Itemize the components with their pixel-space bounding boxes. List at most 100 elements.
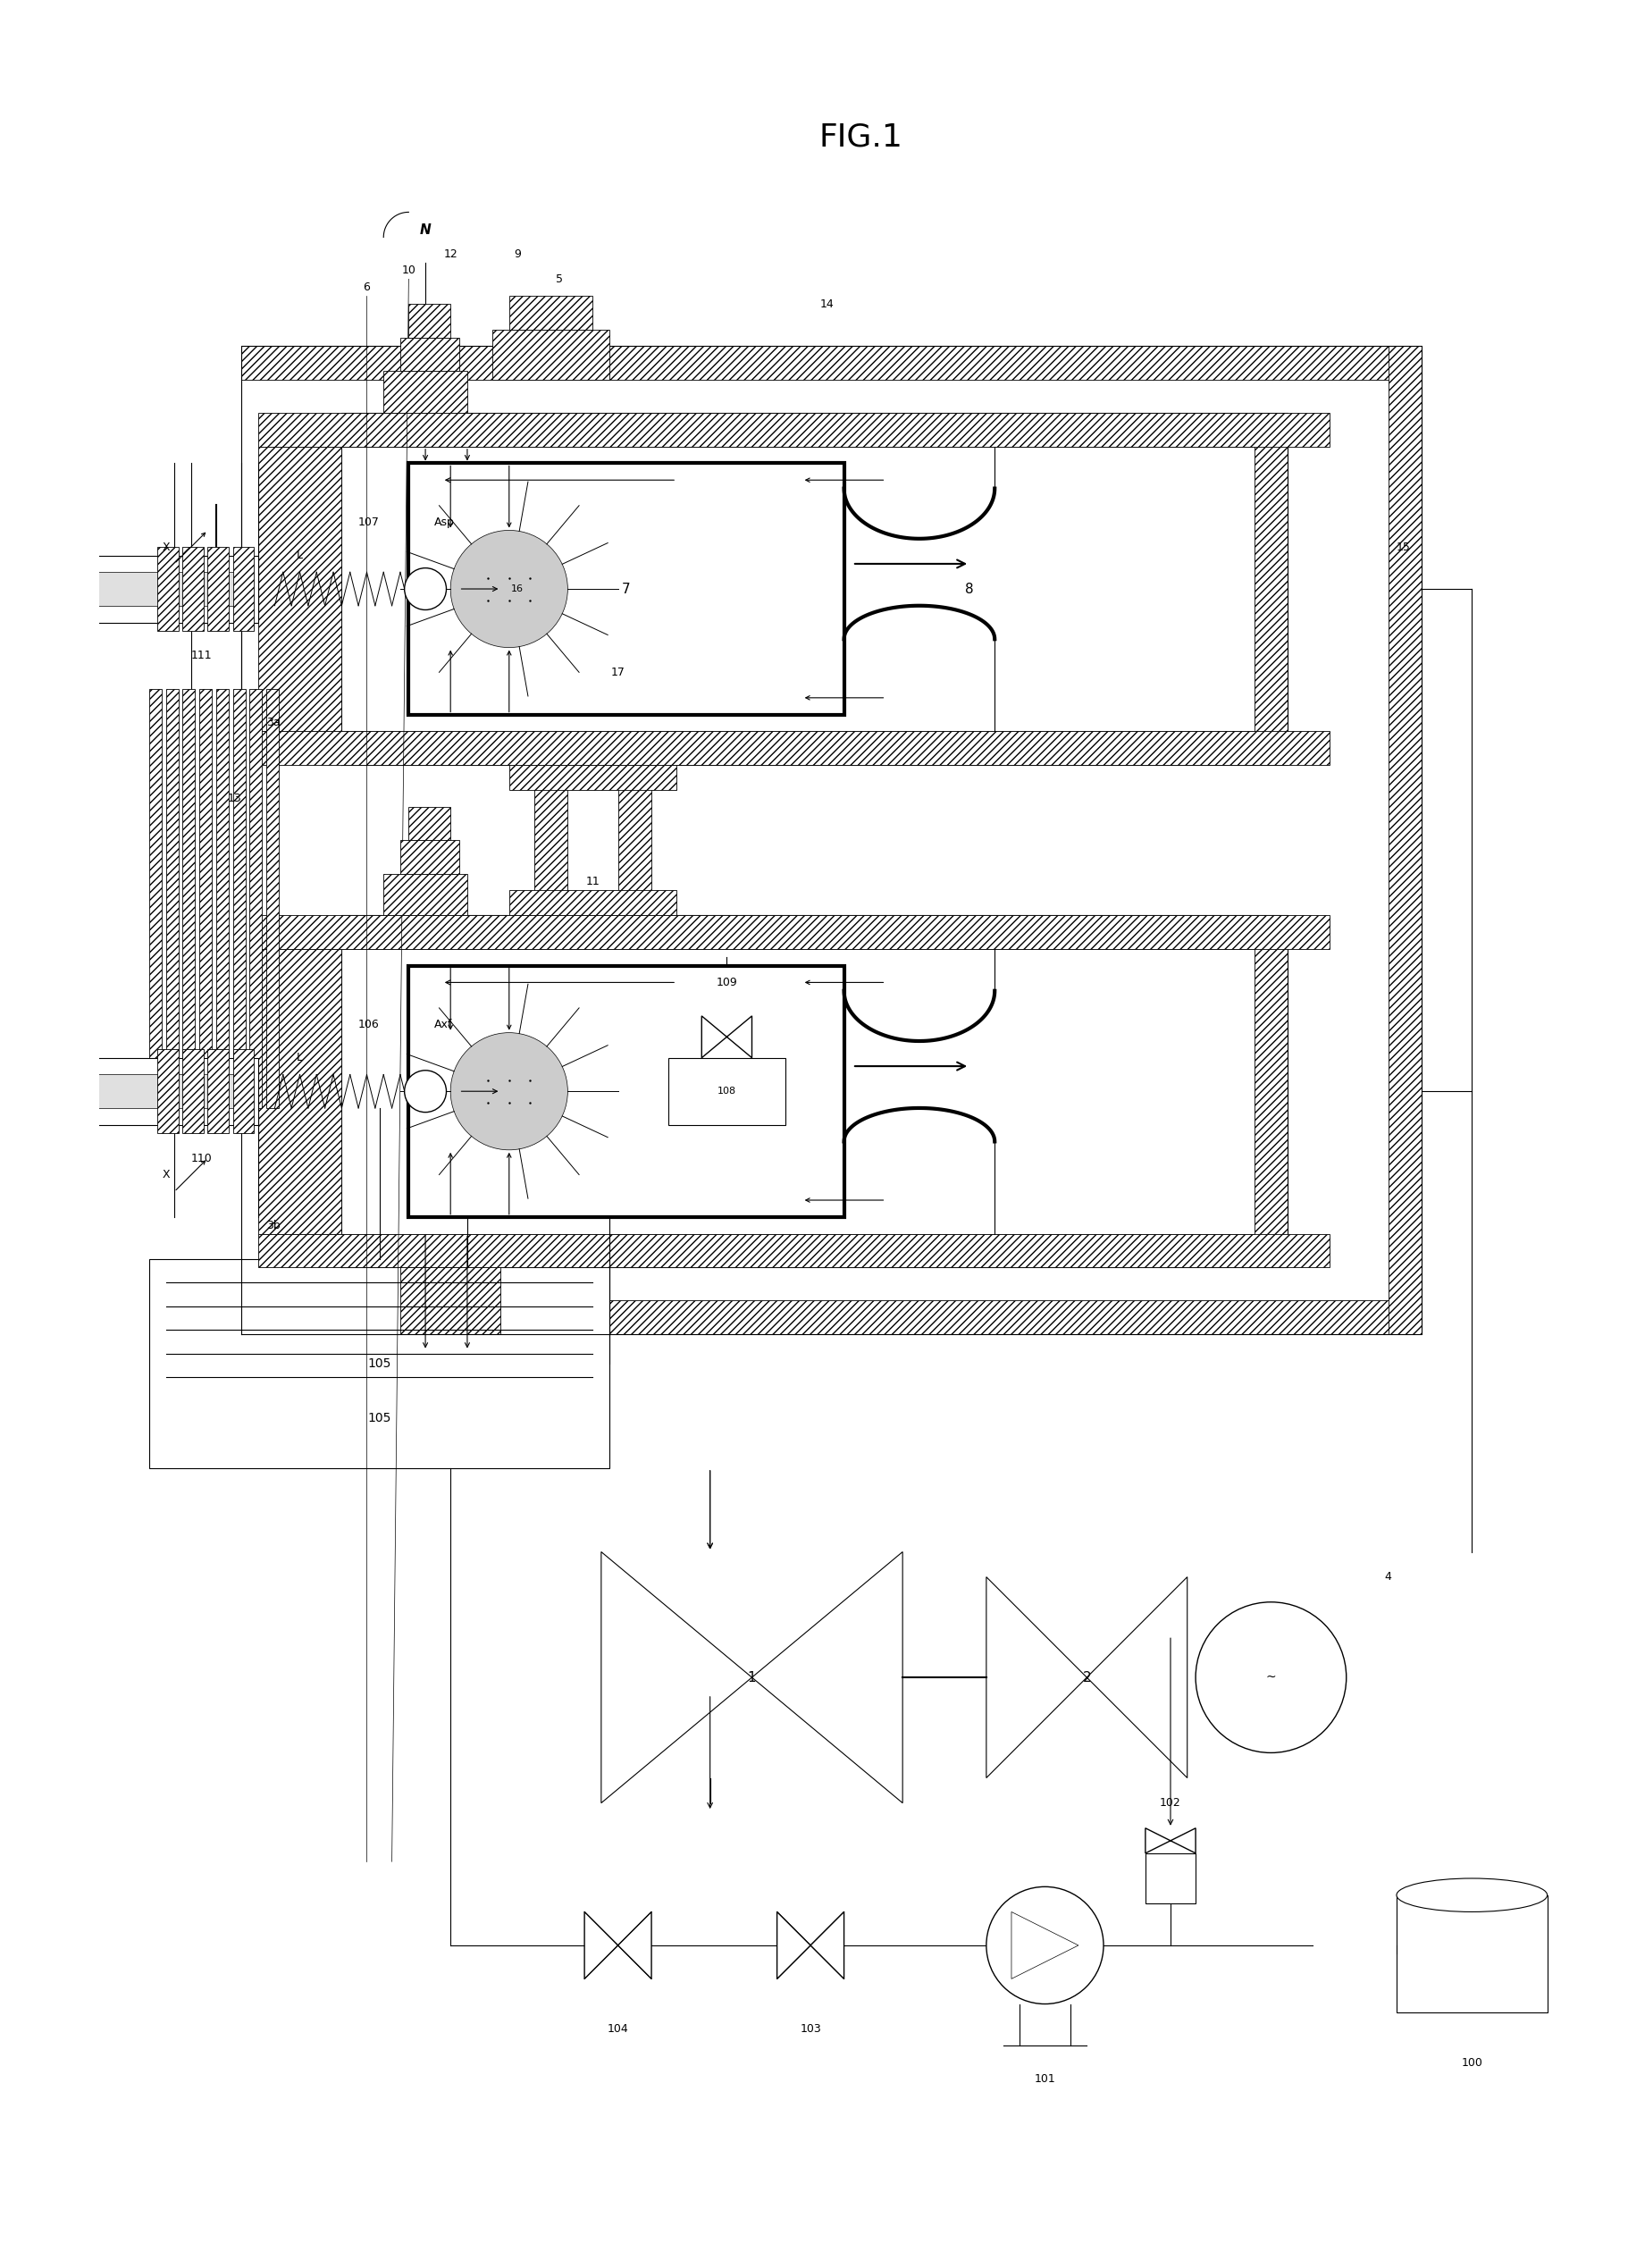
Text: 111: 111 [190, 651, 212, 662]
Bar [0, 1080, 7, 1105]
Bar [158, 1050, 179, 1134]
Text: 7: 7 [622, 583, 630, 596]
Text: 11: 11 [586, 875, 599, 887]
Text: 102: 102 [1159, 1796, 1182, 1810]
Bar [208, 547, 228, 631]
Bar [257, 730, 1330, 764]
Text: 103: 103 [799, 2023, 821, 2034]
Bar [182, 689, 195, 1109]
Bar [619, 764, 651, 916]
Polygon shape [702, 1016, 752, 1057]
Text: 105: 105 [368, 1411, 391, 1424]
Bar [7, 556, 257, 621]
Circle shape [1195, 1601, 1346, 1753]
Text: 1: 1 [747, 1672, 755, 1685]
Text: 100: 100 [1462, 2057, 1483, 2068]
Bar [1397, 1896, 1547, 2012]
Bar [409, 807, 451, 839]
Bar [257, 447, 342, 730]
Bar [409, 304, 451, 338]
Bar [510, 764, 677, 789]
Text: 12: 12 [443, 247, 457, 261]
Bar [217, 689, 228, 1109]
Bar [409, 463, 843, 714]
Bar [409, 966, 843, 1218]
Polygon shape [777, 1912, 843, 1980]
Polygon shape [987, 1576, 1088, 1778]
Bar [233, 689, 246, 1109]
Circle shape [987, 1887, 1104, 2005]
Text: X: X [163, 1170, 169, 1182]
Text: 4: 4 [1385, 1572, 1392, 1583]
Text: 14: 14 [821, 299, 834, 311]
Bar [400, 839, 459, 873]
Text: 9: 9 [514, 247, 521, 261]
Polygon shape [1011, 1912, 1078, 1980]
Text: 10: 10 [402, 265, 415, 277]
Bar [23, 572, 241, 606]
Text: ~: ~ [1267, 1672, 1276, 1683]
Text: L: L [296, 1052, 303, 1064]
Bar [23, 1075, 241, 1109]
Bar [667, 1057, 785, 1125]
Bar [150, 689, 161, 1109]
Text: Asp: Asp [433, 517, 454, 528]
Text: 6: 6 [363, 281, 370, 293]
Polygon shape [601, 1551, 752, 1803]
Circle shape [451, 1032, 568, 1150]
Bar [510, 891, 677, 916]
Bar [7, 1057, 257, 1125]
Text: Axf: Axf [433, 1018, 453, 1030]
Bar [182, 547, 204, 631]
Text: 16: 16 [511, 585, 524, 594]
Ellipse shape [1397, 1878, 1547, 1912]
Bar [257, 1234, 1330, 1268]
Text: 17: 17 [610, 667, 625, 678]
Text: 101: 101 [1034, 2073, 1055, 2084]
Bar [166, 689, 179, 1109]
Text: 108: 108 [718, 1086, 736, 1095]
Bar [384, 873, 467, 916]
Text: 107: 107 [358, 517, 379, 528]
Bar [1146, 1853, 1195, 1903]
Text: 15: 15 [1397, 542, 1411, 553]
Bar [233, 547, 254, 631]
Bar [249, 689, 262, 1109]
Text: 8: 8 [965, 583, 974, 596]
Text: 3b: 3b [267, 1220, 280, 1232]
Bar [1254, 916, 1288, 1268]
Text: 105: 105 [368, 1356, 391, 1370]
Bar [158, 547, 179, 631]
Text: 3a: 3a [267, 717, 280, 728]
Text: 104: 104 [607, 2023, 628, 2034]
Bar [257, 413, 1330, 447]
Bar [1254, 413, 1288, 764]
Polygon shape [1146, 1828, 1195, 1853]
Bar [241, 1300, 1421, 1334]
Bar [0, 576, 7, 601]
Bar [267, 689, 278, 1109]
Circle shape [451, 531, 568, 649]
Bar [182, 1050, 204, 1134]
Text: 110: 110 [190, 1152, 212, 1163]
Bar [241, 347, 1421, 379]
Text: 13: 13 [228, 792, 241, 805]
Bar [208, 1050, 228, 1134]
Text: X: X [163, 542, 169, 553]
Text: FIG.1: FIG.1 [819, 122, 902, 152]
Polygon shape [752, 1551, 902, 1803]
Bar [534, 764, 568, 916]
Bar [199, 689, 212, 1109]
Bar [257, 916, 1330, 948]
Text: 5: 5 [555, 274, 563, 286]
Bar [342, 916, 1288, 948]
Text: 106: 106 [358, 1018, 379, 1030]
Bar [1389, 347, 1421, 1334]
Bar [342, 730, 1288, 764]
Text: N: N [420, 225, 431, 238]
Text: 2: 2 [1083, 1672, 1091, 1685]
Bar [400, 338, 459, 372]
Polygon shape [1088, 1576, 1187, 1778]
Bar [233, 1050, 254, 1134]
Text: L: L [296, 549, 303, 560]
